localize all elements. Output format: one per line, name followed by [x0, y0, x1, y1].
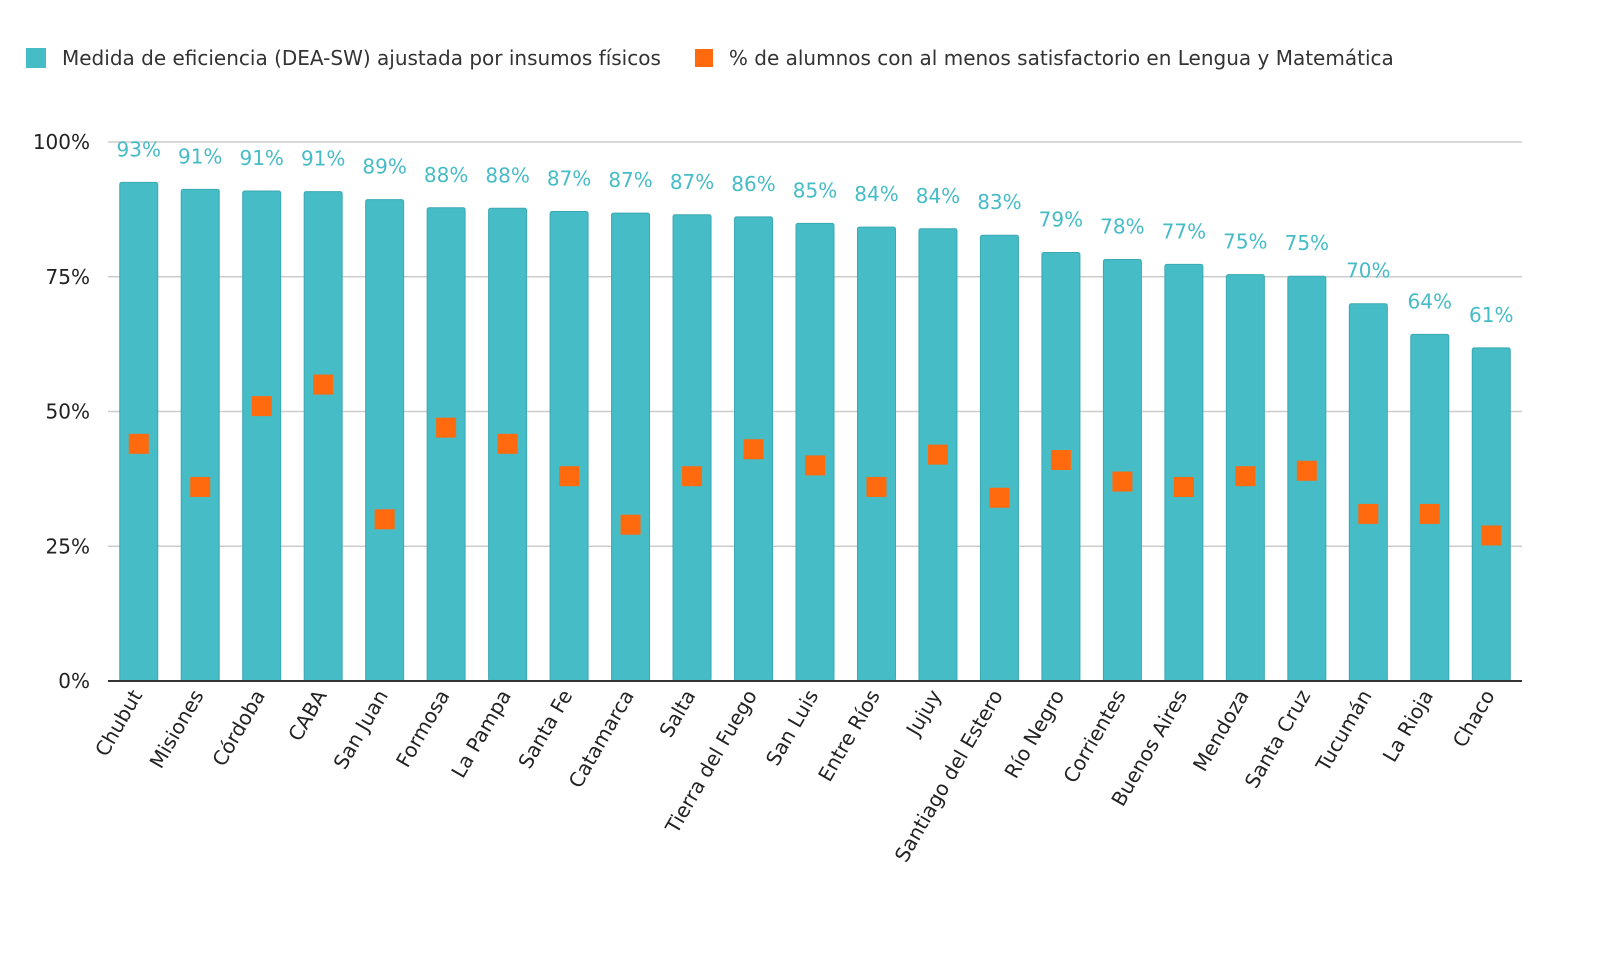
marker [1050, 450, 1071, 471]
x-tick-label: CABA [283, 685, 331, 745]
x-tick-label: Corrientes [1058, 686, 1130, 788]
marker [1358, 503, 1379, 524]
bar-value-label: 91% [178, 144, 222, 168]
marker [866, 476, 887, 497]
bar [119, 181, 159, 682]
bar-value-label: 64% [1408, 289, 1452, 313]
bar [549, 211, 589, 682]
marker [559, 466, 580, 487]
legend-label-efficiency: Medida de eficiencia (DEA-SW) ajustada p… [62, 46, 661, 70]
bar [365, 199, 405, 682]
bar [1102, 259, 1142, 682]
bar-value-label: 84% [854, 182, 898, 206]
x-tick-label: Mendoza [1188, 686, 1254, 776]
y-tick-label: 25% [46, 534, 90, 558]
x-tick-label: La Rioja [1378, 686, 1438, 767]
bar [303, 191, 343, 682]
bar [979, 234, 1019, 682]
x-tick-label: Chaco [1448, 686, 1500, 752]
legend-item-students: % de alumnos con al menos satisfactorio … [694, 46, 1394, 70]
bar [672, 214, 712, 682]
legend-swatch-bar [26, 48, 46, 68]
bar [242, 190, 282, 682]
marker [1419, 503, 1440, 524]
legend-label-students: % de alumnos con al menos satisfactorio … [728, 46, 1394, 70]
marker [497, 433, 518, 454]
y-tick-label: 0% [58, 669, 90, 693]
bar [611, 212, 651, 682]
bar-value-label: 84% [916, 184, 960, 208]
marker [190, 476, 211, 497]
bar [795, 222, 835, 682]
y-tick-label: 50% [46, 400, 90, 424]
marker [1173, 476, 1194, 497]
legend-item-efficiency: Medida de eficiencia (DEA-SW) ajustada p… [26, 46, 661, 70]
x-tick-label: Córdoba [207, 686, 270, 771]
x-tick-label: San Luis [761, 686, 824, 770]
marker [620, 514, 641, 535]
marker [989, 487, 1010, 508]
bar [1164, 263, 1204, 682]
bar-value-label: 93% [117, 137, 161, 161]
bar [856, 226, 896, 682]
bar-value-label: 88% [424, 163, 468, 187]
legend: Medida de eficiencia (DEA-SW) ajustada p… [26, 46, 1428, 70]
marker [1481, 525, 1502, 546]
bar-value-label: 87% [670, 170, 714, 194]
marker [805, 455, 825, 476]
marker [927, 444, 948, 465]
x-tick-label: Chubut [90, 685, 147, 760]
marker [682, 466, 703, 487]
x-tick-label: Entre Ríos [813, 686, 885, 786]
x-tick-label: Tucumán [1310, 686, 1376, 777]
bar [426, 207, 466, 682]
x-tick-label: Jujuy [900, 685, 946, 741]
y-tick-label: 75% [46, 265, 90, 289]
bar-value-label: 91% [301, 147, 345, 171]
bar-value-label: 75% [1285, 231, 1329, 255]
bar-value-label: 85% [793, 178, 837, 202]
x-tick-label: San Juan [328, 686, 393, 774]
bar-value-label: 83% [977, 190, 1021, 214]
bar-value-label: 77% [1162, 219, 1206, 243]
bar-value-label: 89% [362, 155, 406, 179]
x-tick-label: Misiones [145, 686, 209, 773]
marker [1296, 460, 1317, 481]
marker [1235, 466, 1256, 487]
marker [1112, 471, 1133, 492]
marker [313, 374, 334, 395]
marker [743, 439, 764, 460]
bar-value-label: 70% [1346, 259, 1390, 283]
bar [1471, 347, 1511, 682]
marker [128, 433, 149, 454]
bar-value-label: 91% [239, 146, 283, 170]
bar-value-label: 88% [485, 163, 529, 187]
marker [251, 396, 272, 417]
bar [180, 188, 220, 682]
bar-value-label: 75% [1223, 230, 1267, 254]
x-tick-label: La Pampa [446, 686, 516, 783]
bar-value-label: 79% [1039, 207, 1083, 231]
bar-value-label: 86% [731, 172, 775, 196]
x-tick-label: Santa Fe [513, 686, 577, 773]
bar [1348, 303, 1388, 682]
x-tick-label: Salta [654, 686, 700, 742]
x-tick-label: Santiago del Estero [890, 686, 1008, 867]
bar-value-label: 61% [1469, 303, 1513, 327]
marker [374, 509, 395, 530]
y-tick-label: 100% [33, 130, 90, 154]
x-tick-label: Río Negro [999, 686, 1069, 783]
bar-value-label: 87% [547, 167, 591, 191]
x-tick-label: Formosa [391, 686, 454, 772]
legend-swatch-marker [694, 49, 713, 67]
bar-value-label: 78% [1100, 215, 1144, 239]
bar-value-label: 87% [608, 168, 652, 192]
marker [436, 417, 457, 438]
